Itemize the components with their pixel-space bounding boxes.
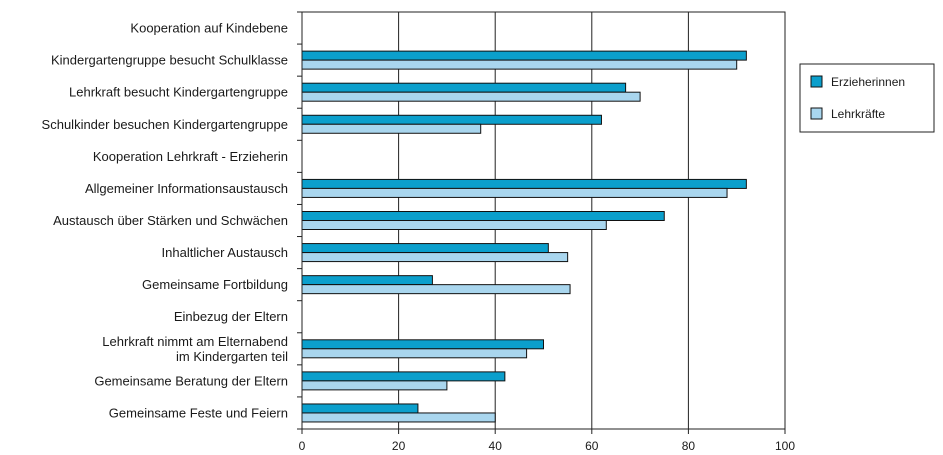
bar-lehrkraefte-6 [301,220,607,230]
category-label: Schulkinder besuchen Kindergartengruppe [42,117,288,132]
category-label: Lehrkraft nimmt am Elternabend [102,334,288,349]
legend-swatch-erzieherinnen [810,75,823,88]
category-label: Gemeinsame Beratung der Eltern [94,373,288,388]
bar-erzieherinnen-8 [301,275,433,286]
bar-lehrkraefte-1 [301,59,738,70]
bar-erzieherinnen-10 [301,339,544,350]
legend: Erzieherinnen Lehrkräfte [799,63,935,133]
category-label: Austausch über Stärken und Schwächen [53,213,288,228]
category-label: Lehrkraft besucht Kindergartengruppe [69,85,288,100]
bars [301,50,747,423]
x-tick-label-100: 100 [775,439,795,453]
bar-lehrkraefte-10 [301,348,528,359]
category-labels: Kooperation auf Kindebene Kindergartengru… [42,21,289,421]
bar-lehrkraefte-3 [301,123,482,134]
legend-label-lehrkraefte: Lehrkräfte [831,107,885,121]
bar-lehrkraefte-8 [301,284,571,295]
bar-lehrkraefte-11 [301,380,448,391]
category-label: Gemeinsame Fortbildung [142,277,288,292]
x-tick-label-0: 0 [299,439,306,453]
bar-lehrkraefte-2 [301,91,641,102]
x-tick-label-40: 40 [489,439,503,453]
category-label: Einbezug der Eltern [174,309,288,324]
bar-erzieherinnen-11 [301,371,506,382]
x-tick-label-80: 80 [682,439,696,453]
bar-erzieherinnen-12 [301,403,419,414]
x-tick-label-60: 60 [585,439,599,453]
category-label: Inhaltlicher Austausch [162,245,288,260]
legend-box [799,63,935,133]
bar-lehrkraefte-12 [301,412,496,423]
bar-erzieherinnen-7 [301,243,549,254]
bar-erzieherinnen-1 [301,50,747,61]
bar-erzieherinnen-2 [301,82,627,93]
category-label: im Kindergarten teil [176,349,288,364]
bar-lehrkraefte-7 [301,252,569,263]
category-label: Kooperation auf Kindebene [130,21,288,36]
legend-swatch-lehrkraefte [810,107,823,120]
category-label: Kooperation Lehrkraft - Erzieherin [93,149,288,164]
bar-erzieherinnen-5 [301,178,747,189]
category-label: Gemeinsame Feste und Feiern [109,405,288,420]
legend-label-erzieherinnen: Erzieherinnen [831,75,905,89]
bar-erzieherinnen-3 [301,114,602,125]
bar-lehrkraefte-5 [301,187,728,198]
axes [297,11,786,434]
category-label: Allgemeiner Informationsaustausch [85,181,288,196]
bar-erzieherinnen-6 [301,211,665,221]
x-tick-labels: 0 20 40 60 80 100 [299,439,796,453]
x-tick-label-20: 20 [392,439,406,453]
category-label: Kindergartengruppe besucht Schulklasse [51,53,288,68]
